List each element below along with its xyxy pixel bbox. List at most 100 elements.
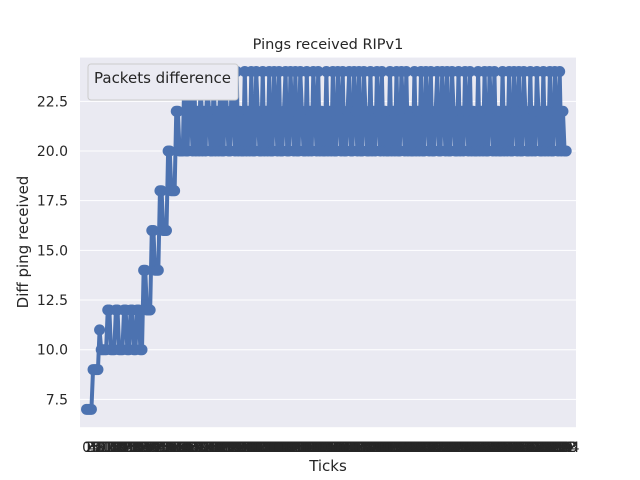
x-tick-label: 119 (267, 440, 294, 456)
x-tick-label: 106 (246, 440, 273, 456)
x-tick-label: 149 (316, 440, 343, 456)
x-tick-label: 235 (457, 440, 484, 456)
x-tick-label: 167 (346, 440, 373, 456)
x-tick-label: 170 (351, 440, 378, 456)
x-tick-label: 260 (497, 440, 524, 456)
x-tick-label: 0 (82, 440, 91, 456)
data-point (404, 105, 416, 117)
x-tick-label: 93 (229, 440, 247, 456)
x-tick-label: 215 (424, 440, 451, 456)
x-tick-label: 81 (210, 440, 228, 456)
x-tick-label: 4 (89, 440, 98, 456)
x-tick-label: 63 (180, 440, 198, 456)
x-tick-label: 229 (447, 440, 474, 456)
x-tick-label: 281 (532, 440, 559, 456)
x-tick-label: 40 (143, 440, 161, 456)
x-tick-label: 234 (455, 440, 482, 456)
x-tick-label: 136 (295, 440, 322, 456)
x-tick-label: 83 (213, 440, 231, 456)
x-tick-label: 129 (284, 440, 311, 456)
x-tick-label: 155 (326, 440, 353, 456)
data-point (85, 403, 97, 415)
data-point (422, 105, 434, 117)
x-tick-label: 75 (200, 440, 218, 456)
data-point (541, 105, 553, 117)
x-tick-label: 146 (311, 440, 338, 456)
x-tick-label: 134 (292, 440, 319, 456)
x-tick-label: 228 (445, 440, 472, 456)
x-tick-label: 288 (543, 440, 570, 456)
x-tick-label: 246 (475, 440, 502, 456)
data-point (92, 364, 104, 376)
x-tick-label: 66 (185, 440, 203, 456)
x-tick-label: 33 (131, 440, 149, 456)
legend: Packets difference (87, 63, 239, 101)
data-point (557, 105, 569, 117)
x-tick-label: 126 (279, 440, 306, 456)
x-tick-label: 280 (530, 440, 557, 456)
x-tick-label: 107 (248, 440, 275, 456)
x-tick-label: 196 (393, 440, 420, 456)
x-tick-label: 147 (313, 440, 340, 456)
x-tick-label: 103 (241, 440, 268, 456)
x-tick-label: 113 (258, 440, 285, 456)
x-tick-label: 28 (123, 440, 141, 456)
x-tick-label: 189 (382, 440, 409, 456)
x-tick-label: 61 (177, 440, 195, 456)
x-tick-label: 80 (208, 440, 226, 456)
x-tick-label: 249 (479, 440, 506, 456)
x-tick-label: 161 (336, 440, 363, 456)
data-point (560, 145, 572, 157)
x-tick-label: 262 (501, 440, 528, 456)
x-tick-label: 163 (339, 440, 366, 456)
x-tick-label: 120 (269, 440, 296, 456)
x-tick-label: 55 (167, 440, 185, 456)
x-tick-label: 32 (130, 440, 148, 456)
x-tick-label: 276 (523, 440, 550, 456)
x-tick-label: 242 (468, 440, 495, 456)
data-point (532, 105, 544, 117)
x-tick-label: 218 (429, 440, 456, 456)
x-tick-label: 261 (499, 440, 526, 456)
x-tick-label: 101 (238, 440, 265, 456)
x-tick-label: 250 (481, 440, 508, 456)
data-point (144, 304, 156, 316)
data-point (510, 105, 522, 117)
x-tick-label: 152 (321, 440, 348, 456)
x-tick-label: 158 (331, 440, 358, 456)
x-tick-label: 226 (442, 440, 469, 456)
x-tick-label: 294 (553, 440, 580, 456)
x-tick-label: 94 (231, 440, 249, 456)
x-tick-label: 34 (133, 440, 151, 456)
x-tick-label: 174 (357, 440, 384, 456)
x-tick-label: 84 (215, 440, 233, 456)
chart-title: Pings received RIPv1 (253, 37, 404, 53)
data-point (492, 105, 504, 117)
x-tick-label: 127 (280, 440, 307, 456)
x-tick-label: 77 (203, 440, 221, 456)
x-tick-label: 68 (189, 440, 207, 456)
x-tick-label: 24 (117, 440, 135, 456)
x-tick-label: 191 (385, 440, 412, 456)
data-point (430, 105, 442, 117)
x-tick-label: 9 (97, 440, 106, 456)
data-point (94, 324, 106, 336)
x-tick-label: 181 (368, 440, 395, 456)
data-point (286, 105, 298, 117)
x-tick-label: 139 (300, 440, 327, 456)
x-tick-label: 39 (141, 440, 159, 456)
x-tick-label: 284 (537, 440, 564, 456)
x-tick-label: 11 (96, 440, 114, 456)
legend-box (87, 63, 239, 101)
x-tick-label: 190 (383, 440, 410, 456)
x-tick-label: 49 (158, 440, 176, 456)
x-tick-label: 82 (211, 440, 229, 456)
x-tick-label: 210 (416, 440, 443, 456)
x-tick-label: 269 (512, 440, 539, 456)
x-tick-label: 62 (179, 440, 197, 456)
x-tick-label: 142 (305, 440, 332, 456)
x-tick-label: 137 (297, 440, 324, 456)
x-tick-label: 85 (216, 440, 234, 456)
x-tick-label: 292 (550, 440, 577, 456)
x-tick-label: 122 (272, 440, 299, 456)
